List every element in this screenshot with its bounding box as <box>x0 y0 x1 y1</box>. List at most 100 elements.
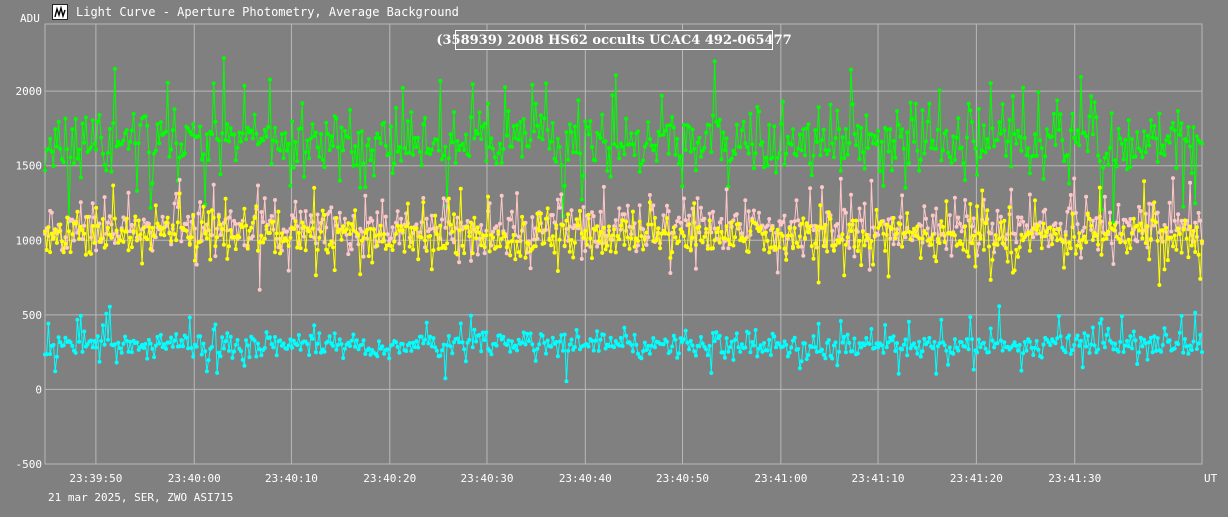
data-point <box>569 130 574 134</box>
data-point <box>629 342 634 347</box>
data-point <box>537 228 542 233</box>
data-point <box>141 225 146 230</box>
data-point <box>1079 338 1083 343</box>
data-point <box>1033 132 1037 137</box>
data-point <box>576 98 581 103</box>
data-point <box>843 242 848 247</box>
data-point <box>1017 222 1022 227</box>
data-point <box>683 328 688 333</box>
data-point <box>811 153 816 158</box>
data-point <box>337 210 342 215</box>
data-point <box>1114 164 1119 169</box>
series-3 <box>43 304 1204 384</box>
data-point <box>146 221 151 226</box>
data-point <box>1181 204 1186 209</box>
y-tick-label: 1500 <box>16 160 43 173</box>
data-point <box>1075 222 1080 227</box>
data-point <box>942 343 947 348</box>
y-tick-label: -500 <box>16 458 43 471</box>
data-point <box>240 225 245 230</box>
data-point <box>719 216 724 221</box>
data-point <box>625 235 630 240</box>
data-point <box>668 123 673 127</box>
data-point <box>496 229 501 234</box>
data-point <box>1147 201 1152 206</box>
data-point <box>976 241 981 246</box>
data-point <box>690 127 695 132</box>
data-point <box>160 226 165 231</box>
data-point <box>1125 250 1129 255</box>
data-point <box>102 163 107 168</box>
light-curve-app-icon[interactable] <box>52 4 68 20</box>
data-point <box>959 145 964 150</box>
data-point <box>1155 336 1160 341</box>
data-point <box>206 358 211 363</box>
data-point <box>903 337 908 342</box>
data-point <box>259 233 264 238</box>
data-point <box>768 353 773 357</box>
data-point <box>934 371 939 376</box>
data-point <box>186 346 191 351</box>
data-point <box>801 216 806 221</box>
data-point <box>298 126 303 131</box>
data-point <box>504 245 509 250</box>
data-point <box>583 119 588 124</box>
data-point <box>1189 171 1194 176</box>
data-point <box>794 153 799 158</box>
data-point <box>446 334 451 338</box>
data-point <box>434 232 439 237</box>
data-point <box>605 168 610 173</box>
data-point <box>889 226 894 231</box>
data-point <box>1148 335 1153 340</box>
data-point <box>867 245 872 250</box>
data-point <box>540 137 545 142</box>
y-tick-label: 2000 <box>16 85 43 98</box>
data-point <box>843 350 848 355</box>
data-point <box>80 349 85 354</box>
data-point <box>1137 350 1141 355</box>
data-point <box>842 334 847 339</box>
data-point <box>1031 226 1036 231</box>
data-point <box>489 136 494 141</box>
data-point <box>1085 211 1090 216</box>
data-point <box>494 161 499 166</box>
data-point <box>680 184 685 189</box>
data-point <box>203 231 208 236</box>
data-point <box>738 238 743 243</box>
data-point <box>1027 192 1032 197</box>
data-point <box>1044 230 1049 235</box>
data-point <box>874 142 879 147</box>
data-point <box>494 245 499 249</box>
data-point <box>460 340 465 345</box>
data-point <box>792 226 797 230</box>
data-point <box>1034 339 1039 343</box>
data-point <box>191 122 196 127</box>
data-point <box>440 348 444 353</box>
data-point <box>1082 225 1087 230</box>
data-point <box>900 347 905 352</box>
data-point <box>688 248 693 253</box>
data-point <box>308 213 313 218</box>
data-point <box>937 241 942 245</box>
data-point <box>223 339 228 344</box>
data-point <box>46 234 51 239</box>
data-point <box>799 244 804 249</box>
data-point <box>951 134 956 139</box>
data-point <box>772 334 777 339</box>
data-point <box>515 191 519 196</box>
data-point <box>482 338 487 342</box>
data-point <box>569 337 574 342</box>
data-point <box>1186 255 1191 260</box>
data-point <box>992 144 997 149</box>
data-point <box>397 350 402 355</box>
data-point <box>693 168 698 173</box>
data-point <box>1196 341 1201 346</box>
data-point <box>1077 343 1082 348</box>
data-point <box>774 247 778 252</box>
data-point <box>557 144 562 149</box>
data-point <box>470 82 475 87</box>
data-point <box>327 148 332 153</box>
data-point <box>366 220 371 225</box>
data-point <box>554 340 559 344</box>
data-point <box>474 236 479 241</box>
